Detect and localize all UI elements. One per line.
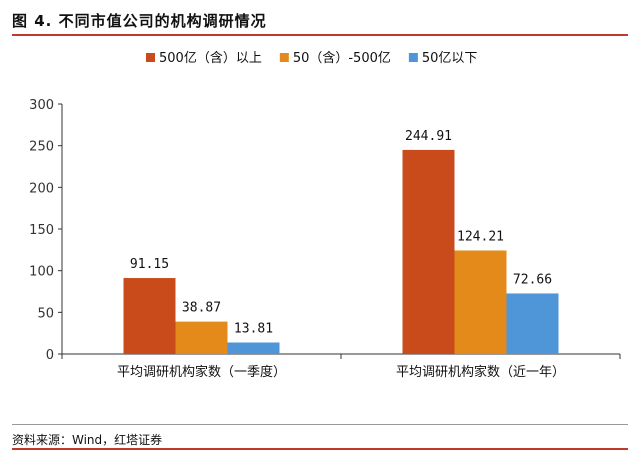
legend-label: 50亿以下: [422, 51, 478, 66]
bar: [175, 321, 228, 354]
y-tick-label: 250: [29, 140, 54, 155]
legend-swatch: [146, 53, 155, 62]
bar-value-label: 244.91: [405, 129, 452, 144]
source-note: 资料来源：Wind，红塔证券: [12, 424, 628, 448]
bar: [454, 250, 507, 354]
bar-value-label: 124.21: [457, 229, 504, 244]
y-tick-label: 300: [29, 98, 54, 113]
legend-label: 50（含）-500亿: [293, 50, 391, 66]
legend-swatch: [408, 53, 418, 62]
bar-value-label: 38.87: [182, 301, 221, 316]
y-tick-label: 200: [29, 181, 54, 196]
bar: [227, 342, 280, 354]
bar: [402, 149, 455, 354]
y-tick-label: 0: [46, 348, 54, 363]
bar-value-label: 91.15: [130, 257, 169, 272]
y-tick-label: 100: [29, 265, 54, 280]
y-tick-label: 50: [37, 306, 54, 321]
bar-chart: 500亿（含）以上 50（含）-500亿 50亿以下 0 50 100 150 200 250 3…: [29, 50, 621, 380]
bottom-rule: [12, 448, 628, 450]
bar-value-label: 72.66: [513, 272, 552, 287]
x-category-label: 平均调研机构家数（一季度）: [117, 364, 286, 380]
x-category-label: 平均调研机构家数（近一年）: [396, 364, 565, 380]
bar-value-label: 13.81: [234, 321, 273, 336]
legend-swatch: [279, 53, 289, 62]
bar: [123, 278, 176, 354]
legend-label: 500亿（含）以上: [159, 50, 262, 66]
figure-title: 图 4. 不同市值公司的机构调研情况: [12, 11, 267, 30]
y-tick-label: 150: [29, 223, 54, 238]
bar: [506, 293, 559, 354]
figure-title-bar: 图 4. 不同市值公司的机构调研情况: [12, 6, 628, 36]
